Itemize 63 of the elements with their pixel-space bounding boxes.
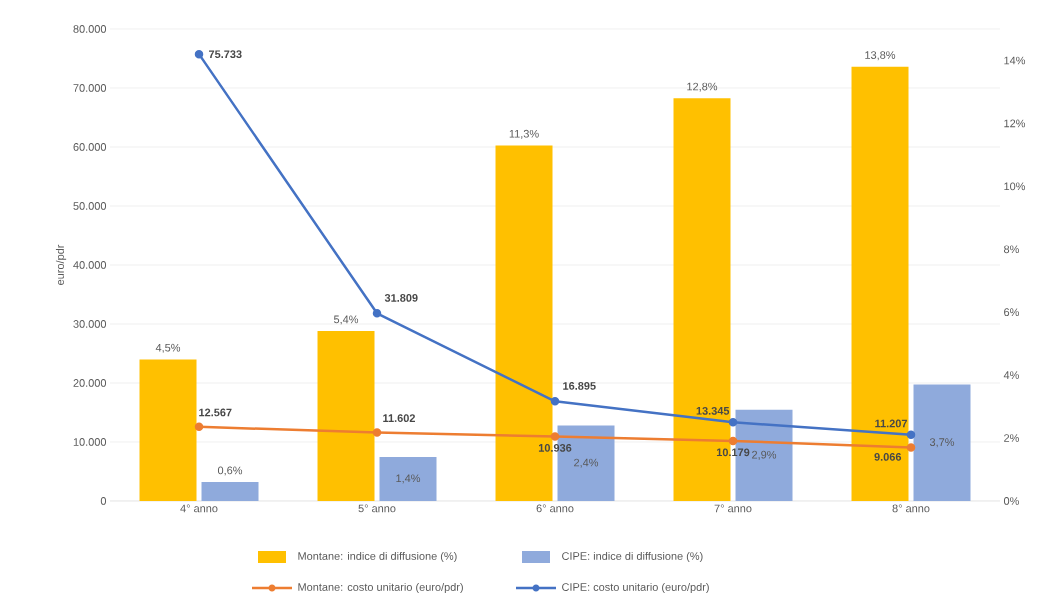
y2-tick-label: 0% [1003, 497, 1019, 505]
y2-tick-label: 10% [1004, 182, 1026, 191]
data-label: 0,6% [217, 466, 243, 476]
data-label: 10.179 [716, 448, 750, 457]
point [906, 430, 916, 440]
bar [913, 384, 971, 501]
data-label: 2,9% [752, 450, 777, 460]
legend-label: CIPE: indice di diffusione (%) [562, 551, 703, 563]
point [906, 443, 916, 452]
point [728, 418, 738, 427]
point [372, 428, 382, 437]
point [728, 436, 738, 446]
y2-tick-label: 4% [1003, 371, 1019, 379]
point [372, 309, 382, 318]
data-label: 13.345 [696, 406, 730, 415]
bar [851, 66, 909, 501]
data-label: 16.895 [563, 382, 596, 390]
y-tick-label: 40.000 [73, 261, 107, 269]
y-tick-label: 80.000 [73, 25, 107, 33]
data-label: 3,7% [929, 438, 955, 448]
y-tick-label: 30.000 [73, 320, 107, 328]
bar [201, 482, 259, 501]
legend-label: CIPE: costo unitario (euro/pdr) [562, 582, 709, 594]
legend-label: Montane: costo unitario (euro/pdr) [298, 582, 463, 594]
legend-label: Montane: indice di diffusione (%) [298, 551, 457, 563]
data-label: 12,8% [687, 82, 718, 92]
data-label: 13,8% [865, 51, 896, 61]
data-label: 75.733 [209, 50, 242, 59]
data-label: 11.602 [383, 414, 415, 423]
y-axis-title: euro/pdr [55, 244, 67, 285]
data-label: 12.567 [199, 408, 232, 417]
x-tick-label: 5° anno [358, 504, 396, 513]
y2-tick-label: 6% [1004, 308, 1019, 317]
data-label: 10.936 [538, 443, 572, 452]
y-tick-label: 0 [100, 497, 107, 505]
bar [379, 456, 437, 501]
data-label: 11,3% [509, 129, 539, 139]
x-tick-label: 7° anno [714, 504, 752, 513]
data-label: 11.207 [875, 419, 907, 428]
y2-tick-label: 8% [1004, 245, 1019, 254]
data-label: 9.066 [874, 453, 902, 461]
data-label: 1,4% [396, 474, 421, 484]
data-label: 2,4% [574, 458, 599, 468]
y2-tick-label: 2% [1004, 434, 1019, 442]
y-tick-label: 60.000 [73, 143, 107, 151]
y-tick-label: 10.000 [73, 438, 107, 446]
bar [317, 331, 375, 501]
y-tick-label: 70.000 [73, 84, 107, 92]
x-tick-label: 8° anno [892, 504, 930, 513]
x-tick-label: 6° anno [536, 504, 574, 513]
point [194, 422, 204, 432]
point [550, 432, 560, 441]
data-label: 5,4% [333, 315, 359, 325]
point [550, 397, 560, 406]
bar [139, 359, 197, 501]
y2-tick-label: 12% [1004, 119, 1026, 128]
data-label: 4,5% [155, 343, 181, 353]
point [194, 49, 204, 59]
y-tick-label: 50.000 [73, 202, 107, 210]
data-label: 31.809 [384, 294, 418, 302]
y2-tick-label: 14% [1004, 56, 1026, 65]
y-tick-label: 20.000 [73, 379, 107, 387]
x-tick-label: 4° anno [180, 504, 218, 513]
